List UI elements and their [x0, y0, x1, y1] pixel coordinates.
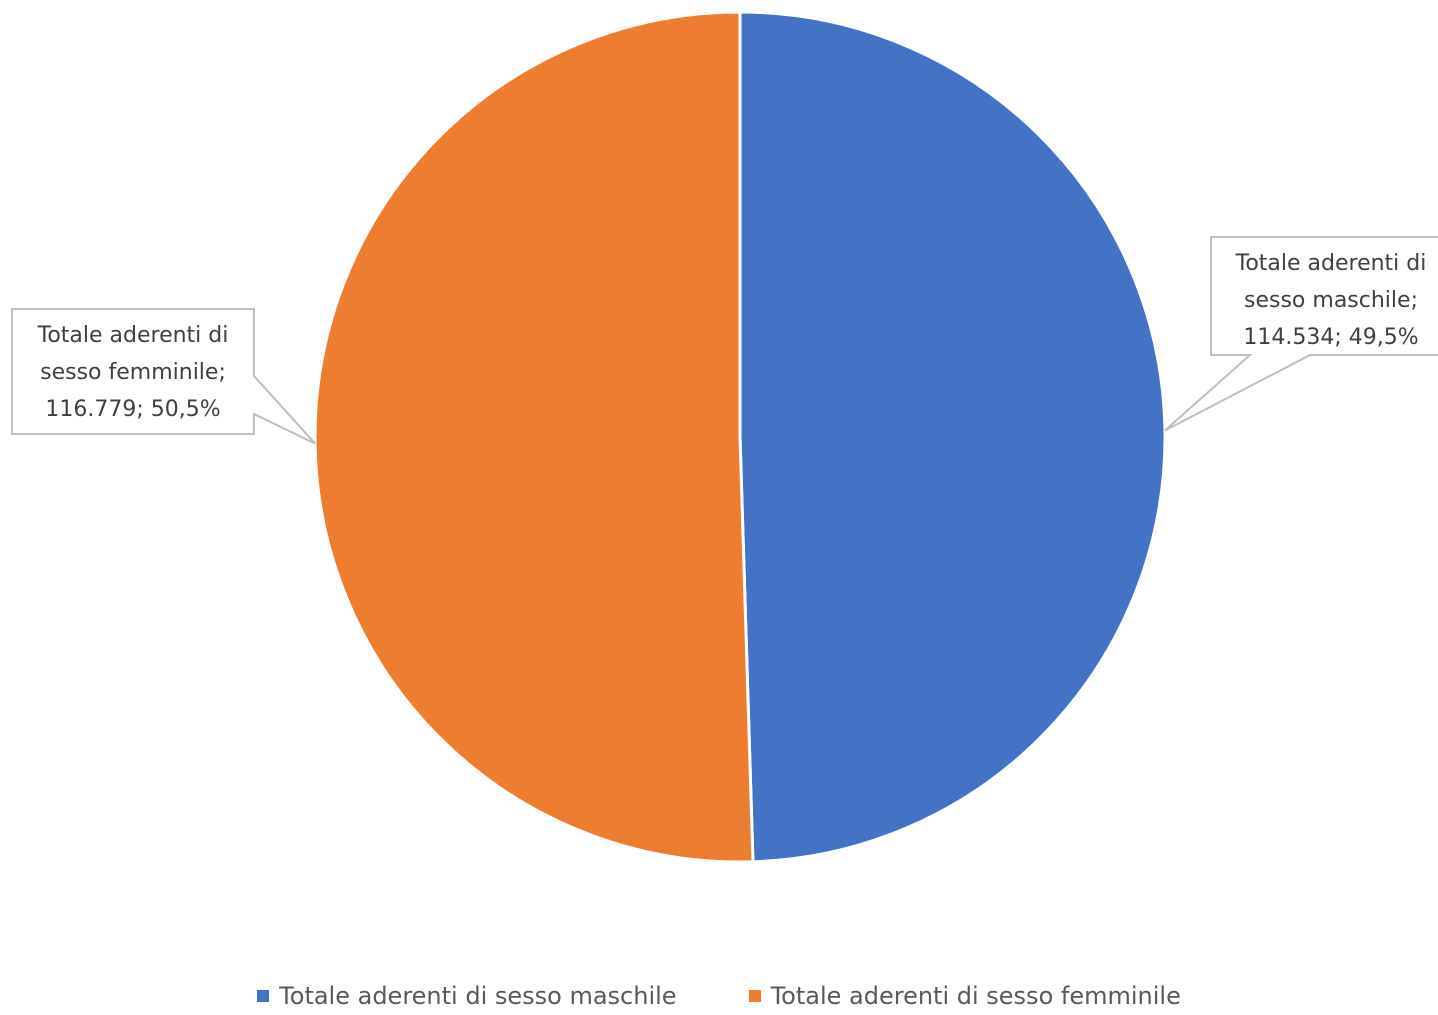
- legend-swatch-male: [257, 990, 270, 1002]
- data-label-box: [11, 308, 316, 445]
- legend-label-male: Totale aderenti di sesso maschile: [279, 982, 677, 1010]
- legend-label-female: Totale aderenti di sesso femminile: [770, 982, 1181, 1010]
- pie-slice-female: [313, 10, 755, 864]
- legend-item-male: Totale aderenti di sesso maschile: [257, 980, 677, 1012]
- data-label-line: Totale aderenti di: [37, 323, 229, 348]
- pie-slice-male: [738, 10, 1167, 864]
- data-label-line: sesso femminile;: [40, 360, 226, 385]
- data-label-line: 114.534; 49,5%: [1243, 325, 1418, 350]
- legend-item-female: Totale aderenti di sesso femminile: [748, 980, 1181, 1012]
- chart-legend: Totale aderenti di sesso maschile Totale…: [0, 980, 1438, 1012]
- data-label-female: Totale aderenti di sesso femminile; 116.77…: [11, 308, 316, 445]
- data-label-line: 116.779; 50,5%: [45, 397, 220, 422]
- data-label-line: Totale aderenti di: [1235, 251, 1427, 276]
- data-label-box: [1164, 236, 1438, 432]
- data-labels: Totale aderenti di sesso maschile; 114.534…: [11, 236, 1438, 445]
- legend-swatch-female: [748, 990, 761, 1002]
- pie-slices: [313, 10, 1167, 864]
- data-label-male: Totale aderenti di sesso maschile; 114.534…: [1164, 236, 1438, 432]
- data-label-line: sesso maschile;: [1244, 288, 1418, 313]
